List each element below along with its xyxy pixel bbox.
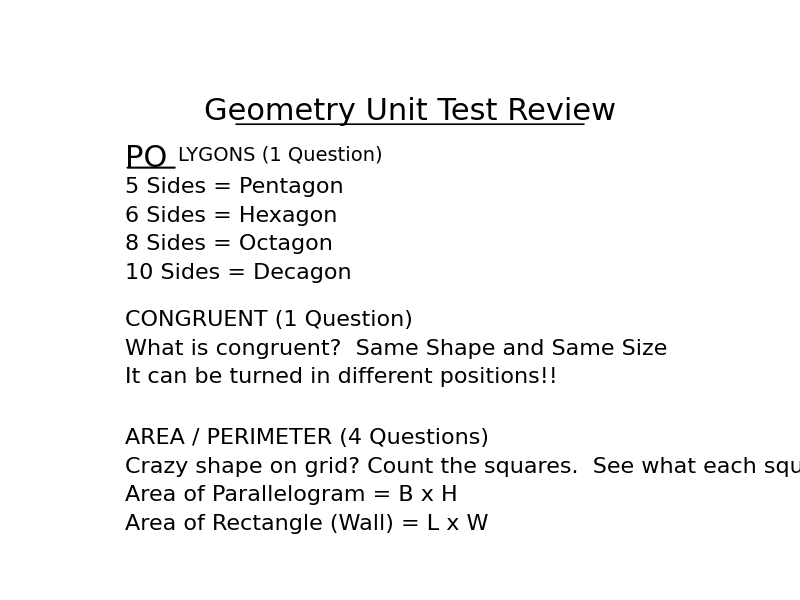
Text: LYGONS (1 Question): LYGONS (1 Question) — [178, 146, 382, 165]
Text: Crazy shape on grid? Count the squares.  See what each square equals.: Crazy shape on grid? Count the squares. … — [125, 457, 800, 477]
Text: 10 Sides = Decagon: 10 Sides = Decagon — [125, 263, 351, 283]
Text: CONGRUENT (1 Question): CONGRUENT (1 Question) — [125, 310, 413, 330]
Text: Area of Rectangle (Wall) = L x W: Area of Rectangle (Wall) = L x W — [125, 514, 488, 534]
Text: 5 Sides = Pentagon: 5 Sides = Pentagon — [125, 177, 343, 197]
Text: Geometry Unit Test Review: Geometry Unit Test Review — [204, 97, 616, 127]
Text: 6 Sides = Hexagon: 6 Sides = Hexagon — [125, 206, 337, 226]
Text: It can be turned in different positions!!: It can be turned in different positions!… — [125, 367, 558, 387]
Text: 8 Sides = Octagon: 8 Sides = Octagon — [125, 234, 333, 254]
Text: AREA / PERIMETER (4 Questions): AREA / PERIMETER (4 Questions) — [125, 428, 489, 448]
Text: What is congruent?  Same Shape and Same Size: What is congruent? Same Shape and Same S… — [125, 338, 667, 359]
Text: PO: PO — [125, 143, 167, 173]
Text: Area of Parallelogram = B x H: Area of Parallelogram = B x H — [125, 485, 458, 505]
